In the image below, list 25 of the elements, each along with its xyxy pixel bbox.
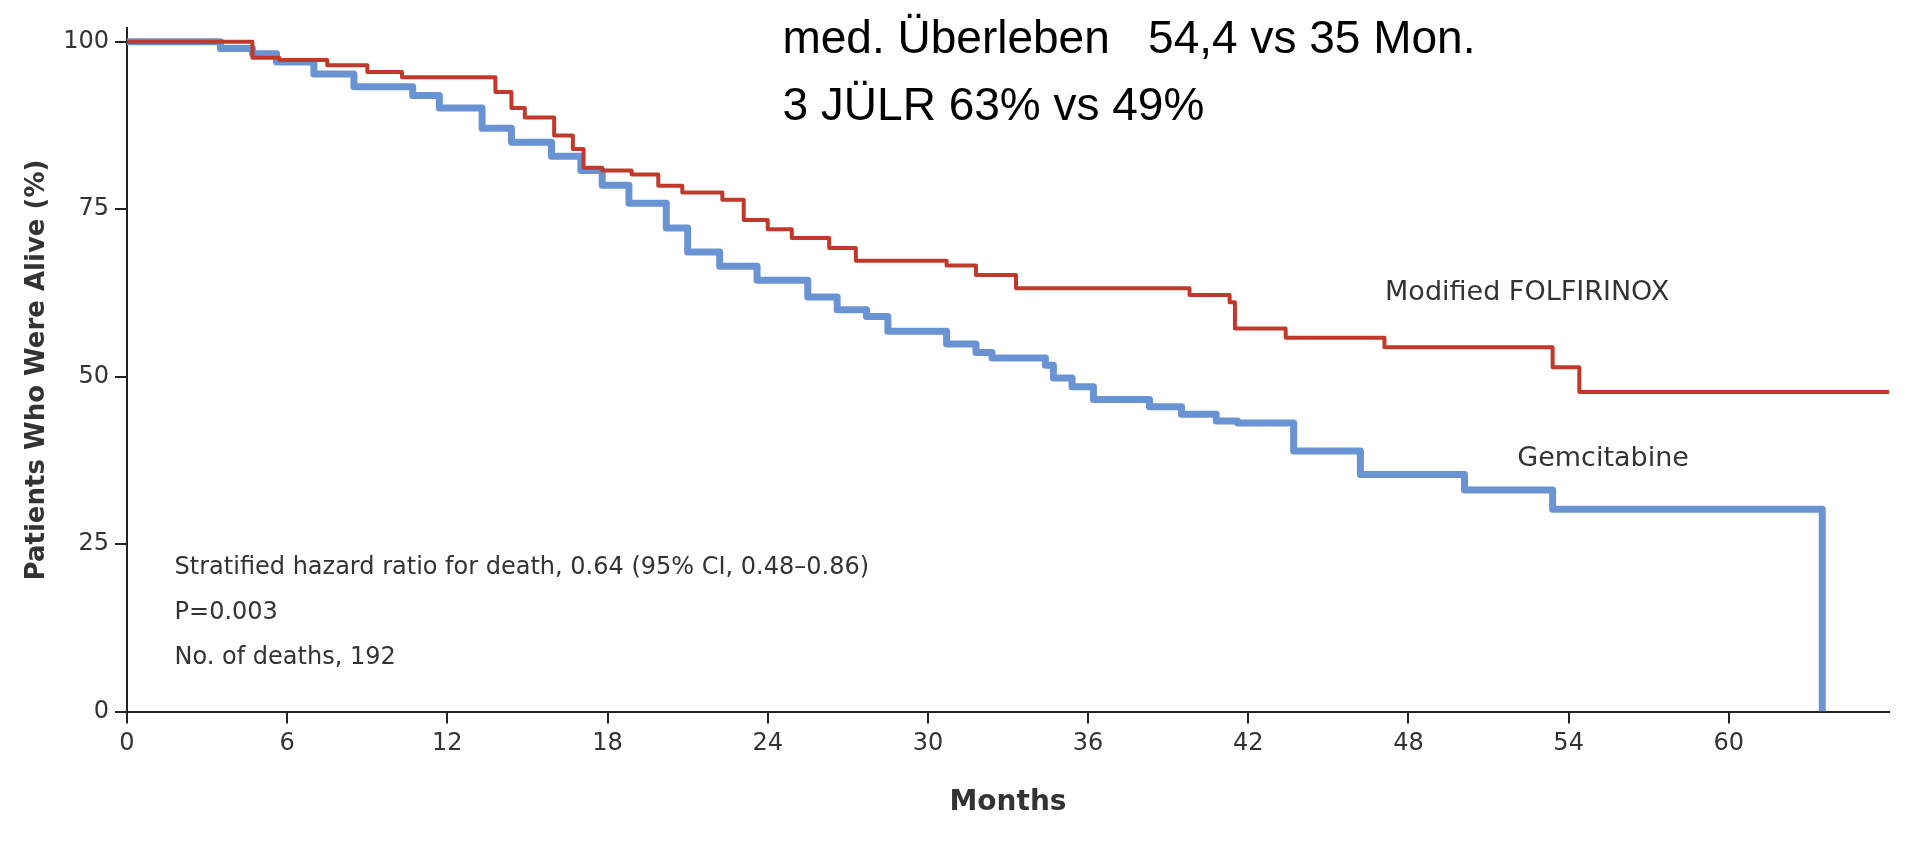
x-tick-label: 18 [592,728,623,757]
x-tick-label: 42 [1233,728,1264,757]
x-axis-title: Months [949,784,1067,818]
x-tick-label: 30 [912,728,944,757]
x-tick-label: 0 [119,728,135,757]
y-tick-label: 25 [78,528,110,557]
annotation: P=0.003 [174,597,278,626]
annotation: No. of deaths, 192 [174,642,396,671]
y-tick-label: 75 [78,193,110,222]
x-tick-label: 6 [279,728,295,757]
x-tick-label: 24 [752,728,784,757]
y-tick-label: 100 [63,26,110,55]
y-tick-label: 50 [78,360,110,389]
x-tick-label: 12 [432,728,463,757]
y-axis-title: Patients Who Were Alive (%) [20,159,51,581]
x-tick-label: 60 [1713,728,1745,757]
annotation: med. Überleben 54,4 vs 35 Mon. [782,11,1476,64]
annotation: Stratified hazard ratio for death, 0.64 (95% CI, 0.48–0.86) [174,552,870,581]
annotation: 3 JÜLR 63% vs 49% [782,78,1205,131]
series-label: Modified FOLFIRINOX [1385,274,1670,306]
x-tick-label: 54 [1553,728,1584,757]
x-tick-label: 36 [1072,728,1104,757]
series-label: Gemcitabine [1517,440,1689,472]
y-tick-label: 0 [93,695,110,724]
x-tick-label: 48 [1393,728,1424,757]
